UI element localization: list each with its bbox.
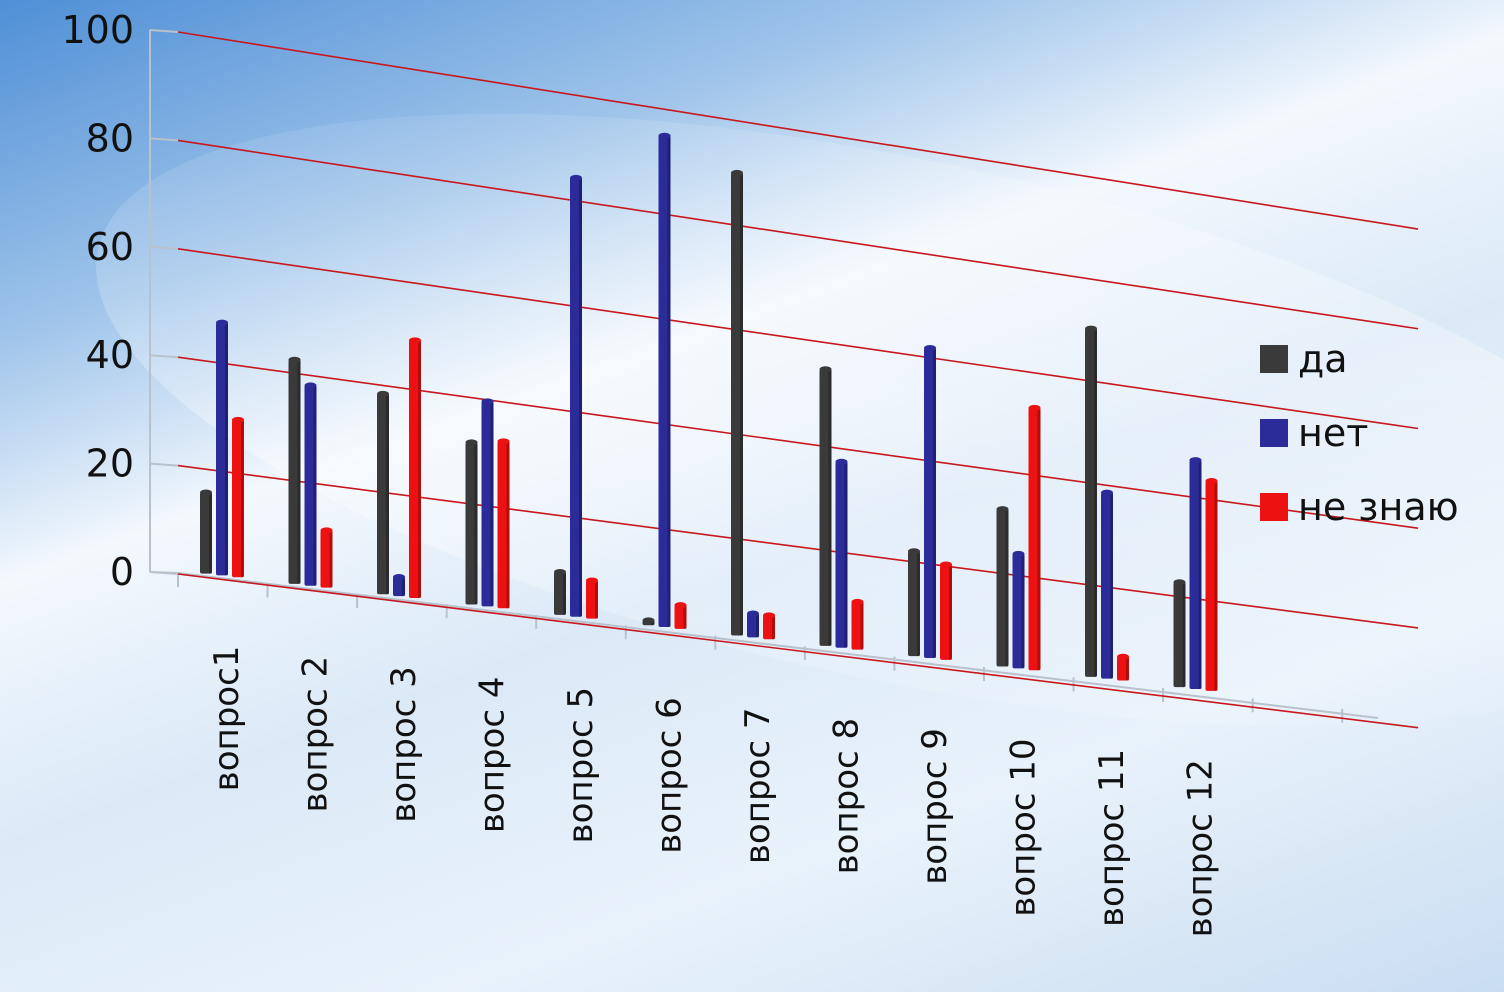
bar <box>497 438 510 609</box>
bar <box>216 319 228 576</box>
category-label: вопрос 10 <box>1004 738 1044 916</box>
y-tick-label: 100 <box>61 8 134 52</box>
legend-entry: да <box>1260 337 1348 381</box>
category-label: вопрос 7 <box>738 708 778 865</box>
legend: да нет не знаю <box>1260 337 1459 529</box>
bars-layer <box>200 132 1218 691</box>
category-label: вопрос 9 <box>915 728 955 885</box>
bar <box>1117 653 1129 681</box>
category-label: вопрос 6 <box>650 697 690 854</box>
y-tick-mark <box>149 137 179 142</box>
category-label: вопрос1 <box>207 646 247 792</box>
y-tick-mark <box>149 571 179 575</box>
category-label: вопрос 12 <box>1181 759 1221 937</box>
bar <box>393 574 405 597</box>
gridline <box>177 248 1419 430</box>
bar <box>747 610 759 638</box>
bar <box>1205 478 1218 691</box>
bar <box>819 366 832 646</box>
bar <box>658 132 671 628</box>
bar <box>940 561 952 660</box>
bar <box>1028 404 1041 671</box>
bar <box>465 439 478 605</box>
y-tick-mark <box>149 29 179 33</box>
legend-entry: нет <box>1260 411 1368 455</box>
bar <box>200 489 212 574</box>
gridline <box>177 139 1419 330</box>
category-labels: вопрос1 вопрос 2 вопрос 3 вопрос 4 вопрос 5 в… <box>207 646 1221 938</box>
y-tick-label: 80 <box>86 116 134 160</box>
bar <box>1085 325 1097 677</box>
x-axis-line <box>177 572 1379 719</box>
category-label: вопрос 8 <box>827 718 867 875</box>
bar <box>1173 579 1186 688</box>
y-tick-labels: 0 20 40 60 80 100 <box>61 8 134 594</box>
category-label: вопрос 5 <box>561 687 601 844</box>
bar <box>996 506 1009 667</box>
bar <box>570 174 582 617</box>
bar <box>409 337 421 598</box>
bar <box>674 602 687 629</box>
bar <box>232 416 244 578</box>
bar <box>731 169 743 636</box>
y-tick-mark <box>149 462 179 467</box>
bar <box>1101 489 1113 679</box>
category-label: вопрос 2 <box>296 656 336 813</box>
gridline <box>177 31 1419 230</box>
bar <box>908 548 920 657</box>
bar <box>763 612 775 640</box>
bar <box>851 598 864 650</box>
bar <box>481 398 494 607</box>
bar <box>554 568 566 615</box>
legend-swatch <box>1260 493 1288 521</box>
bar <box>1012 550 1025 669</box>
legend-entry: не знаю <box>1260 485 1459 529</box>
category-label: вопрос 4 <box>473 677 513 834</box>
gridline <box>177 573 1419 729</box>
legend-label: да <box>1298 337 1348 381</box>
y-tick-mark <box>149 245 179 250</box>
bar <box>304 382 317 586</box>
bar <box>642 617 655 626</box>
bar <box>835 458 848 648</box>
y-tick-mark <box>149 354 179 359</box>
bar <box>288 356 301 584</box>
category-label: вопрос 11 <box>1092 749 1132 927</box>
y-tick-label: 40 <box>86 333 134 377</box>
category-label: вопрос 3 <box>384 666 424 823</box>
y-tick-label: 60 <box>86 225 134 269</box>
legend-label: не знаю <box>1298 485 1459 529</box>
bar <box>377 390 389 595</box>
legend-label: нет <box>1298 411 1368 455</box>
bar <box>924 345 936 659</box>
y-tick-label: 20 <box>86 442 134 486</box>
bar <box>1189 457 1202 690</box>
bar <box>320 527 333 588</box>
y-tick-label: 0 <box>110 550 134 594</box>
legend-swatch <box>1260 419 1288 447</box>
bar <box>586 577 598 619</box>
axes-layer <box>149 30 1379 723</box>
legend-swatch <box>1260 345 1288 373</box>
